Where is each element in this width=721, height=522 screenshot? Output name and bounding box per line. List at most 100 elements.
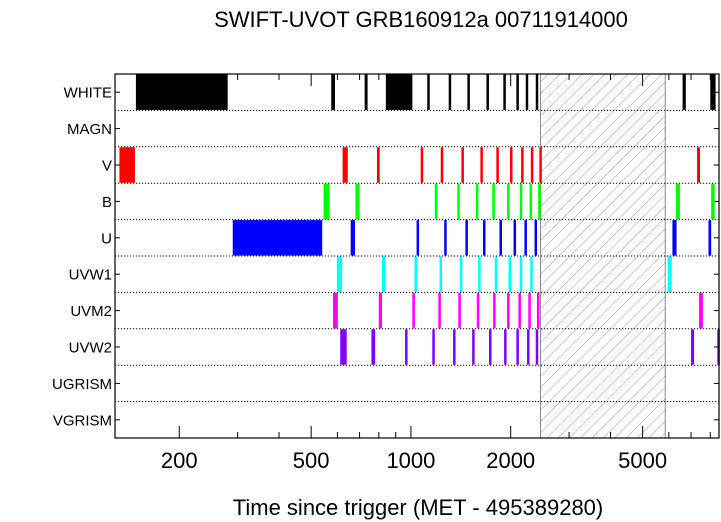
x-tick-label: 5000 bbox=[618, 448, 667, 473]
exposure-bar-uvw2 bbox=[371, 329, 376, 365]
exposure-bar-b bbox=[529, 183, 533, 220]
exposure-bar-white bbox=[503, 74, 506, 110]
exposure-bar-uvw1 bbox=[414, 256, 417, 292]
coverage-gap-hatch bbox=[540, 74, 666, 438]
chart-title: SWIFT-UVOT GRB160912a 00711914000 bbox=[214, 7, 628, 32]
exposure-bar-b bbox=[711, 183, 715, 220]
row-label-u: U bbox=[101, 230, 112, 247]
exposure-bar-v bbox=[376, 147, 380, 183]
exposure-bar-b bbox=[475, 183, 479, 220]
row-label-vgrism: VGRISM bbox=[53, 412, 112, 429]
exposure-bar-u bbox=[232, 220, 323, 256]
exposure-bar-b bbox=[355, 183, 360, 220]
exposure-bar-white bbox=[486, 74, 489, 110]
plot-frame bbox=[114, 73, 720, 439]
x-tick-label: 200 bbox=[161, 448, 198, 473]
exposure-bar-u bbox=[513, 220, 517, 256]
exposure-bar-b bbox=[457, 183, 460, 220]
exposure-bar-uvw1 bbox=[336, 256, 343, 292]
exposure-bar-v bbox=[521, 147, 524, 183]
exposure-bar-v bbox=[530, 147, 534, 183]
exposure-bar-uvm2 bbox=[333, 292, 338, 329]
exposure-bar-uvm2 bbox=[518, 292, 521, 329]
exposure-bar-v bbox=[480, 147, 483, 183]
exposure-bar-uvw1 bbox=[519, 256, 523, 292]
exposure-bar-uvm2 bbox=[528, 292, 531, 329]
exposure-bar-uvw2 bbox=[691, 329, 695, 365]
x-tick-label: 2000 bbox=[486, 448, 535, 473]
exposure-bar-u bbox=[672, 220, 677, 256]
exposure-bar-white bbox=[364, 74, 368, 110]
exposure-bar-uvw1 bbox=[382, 256, 386, 292]
exposure-bar-v bbox=[342, 147, 348, 183]
exposure-bar-uvw2 bbox=[504, 329, 507, 365]
exposure-bar-u bbox=[708, 220, 712, 256]
exposure-bar-uvm2 bbox=[412, 292, 415, 329]
exposure-bar-white bbox=[710, 74, 716, 110]
exposure-bar-uvm2 bbox=[536, 292, 540, 329]
exposure-bar-u bbox=[499, 220, 502, 256]
exposure-bar-u bbox=[416, 220, 420, 256]
exposure-bar-b bbox=[519, 183, 523, 220]
exposure-bar-uvw2 bbox=[405, 329, 408, 365]
exposure-bar-uvw1 bbox=[530, 256, 533, 292]
exposure-bar-u bbox=[444, 220, 447, 256]
exposure-bar-uvm2 bbox=[378, 292, 383, 329]
exposure-bar-uvw2 bbox=[453, 329, 456, 365]
exposure-bar-u bbox=[350, 220, 355, 256]
exposure-bar-uvw2 bbox=[340, 329, 347, 365]
exposure-bar-uvw2 bbox=[472, 329, 475, 365]
exposure-bar-u bbox=[483, 220, 486, 256]
exposure-bar-uvw1 bbox=[439, 256, 443, 292]
exposure-bar-white bbox=[427, 74, 430, 110]
exposure-bar-white bbox=[385, 74, 413, 110]
exposure-bar-uvw2 bbox=[516, 329, 519, 365]
exposure-bar-white bbox=[525, 74, 529, 110]
exposure-bar-uvw1 bbox=[478, 256, 481, 292]
exposure-bar-white bbox=[331, 74, 335, 110]
exposure-bar-white bbox=[516, 74, 519, 110]
exposure-bar-v bbox=[496, 147, 499, 183]
exposure-bar-b bbox=[492, 183, 495, 220]
row-label-b: B bbox=[102, 194, 112, 211]
exposure-bar-uvm2 bbox=[438, 292, 441, 329]
x-tick-label: 500 bbox=[293, 448, 330, 473]
row-label-ugrism: UGRISM bbox=[52, 376, 112, 393]
exposure-bar-uvw1 bbox=[494, 256, 498, 292]
plot-area: WHITE MAGN V B U UVW1 UVM2 UVW2 UGRISM VGRISM 200 5… bbox=[52, 73, 720, 473]
row-label-uvw2: UVW2 bbox=[69, 340, 112, 357]
exposure-bar-white bbox=[135, 74, 228, 110]
exposure-bar-uvw1 bbox=[508, 256, 512, 292]
row-label-white: WHITE bbox=[64, 85, 112, 102]
exposure-bar-uvm2 bbox=[458, 292, 461, 329]
x-axis-label: Time since trigger (MET - 495389280) bbox=[233, 495, 604, 520]
exposure-bar-uvw2 bbox=[535, 329, 539, 365]
exposure-bar-u bbox=[534, 220, 538, 256]
row-label-uvw1: UVW1 bbox=[69, 267, 112, 284]
exposure-bar-v bbox=[420, 147, 424, 183]
x-tick-label: 1000 bbox=[386, 448, 435, 473]
exposure-bar-v bbox=[461, 147, 464, 183]
exposure-bar-uvw1 bbox=[459, 256, 463, 292]
exposure-bar-uvm2 bbox=[699, 292, 703, 329]
exposure-bar-v bbox=[509, 147, 513, 183]
row-label-uvm2: UVM2 bbox=[70, 303, 112, 320]
exposure-bar-u bbox=[465, 220, 468, 256]
exposure-bar-uvm2 bbox=[507, 292, 510, 329]
exposure-bar-uvw2 bbox=[527, 329, 530, 365]
exposure-bar-uvw2 bbox=[432, 329, 435, 365]
exposure-bar-b bbox=[507, 183, 510, 220]
exposure-bar-b bbox=[434, 183, 438, 220]
exposure-bar-v bbox=[697, 147, 701, 183]
exposure-bar-white bbox=[448, 74, 452, 110]
exposure-bar-uvm2 bbox=[493, 292, 496, 329]
exposure-bar-white bbox=[682, 74, 686, 110]
exposure-bar-b bbox=[538, 183, 541, 220]
exposure-bar-uvw2 bbox=[488, 329, 492, 365]
exposure-bar-uvm2 bbox=[476, 292, 480, 329]
exposure-bar-uvw1 bbox=[667, 256, 672, 292]
exposure-bar-v bbox=[119, 147, 135, 183]
row-label-v: V bbox=[102, 158, 112, 175]
row-label-magn: MAGN bbox=[67, 121, 112, 138]
